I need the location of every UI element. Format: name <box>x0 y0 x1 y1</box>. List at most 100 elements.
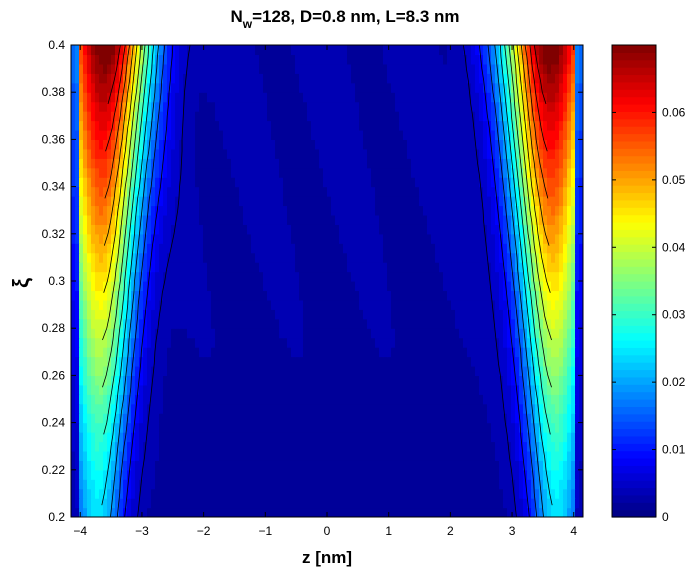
contour-cell <box>347 262 352 273</box>
contour-cell <box>531 394 536 405</box>
contour-cell <box>167 356 172 367</box>
contour-cell <box>155 375 160 386</box>
contour-cell <box>203 281 208 292</box>
contour-cell <box>315 262 320 273</box>
contour-cell <box>323 394 328 405</box>
contour-cell <box>267 507 272 517</box>
contour-cell <box>259 148 264 159</box>
contour-cell <box>251 281 256 292</box>
contour-cell <box>187 243 192 254</box>
contour-cell <box>347 281 352 292</box>
contour-cell <box>127 271 132 282</box>
contour-cell <box>379 384 384 395</box>
contour-cell <box>487 469 492 480</box>
contour-cell <box>387 488 392 499</box>
contour-cell <box>575 214 580 225</box>
contour-cell <box>247 422 252 433</box>
contour-cell <box>95 488 100 499</box>
contour-cell <box>471 384 476 395</box>
contour-cell <box>531 309 536 320</box>
contour-cell <box>207 394 212 405</box>
contour-cell <box>143 299 148 310</box>
contour-cell <box>507 224 512 235</box>
contour-cell <box>155 384 160 395</box>
contour-cell <box>579 507 583 517</box>
contour-cell <box>323 365 328 376</box>
contour-cell <box>151 441 156 452</box>
contour-cell <box>399 488 404 499</box>
contour-cell <box>227 252 232 263</box>
contour-cell <box>231 479 236 490</box>
contour-cell <box>439 233 444 244</box>
contour-cell <box>475 365 480 376</box>
contour-cell <box>323 177 328 188</box>
contour-cell <box>207 214 212 225</box>
contour-cell <box>71 139 76 150</box>
contour-cell <box>111 498 116 509</box>
contour-cell <box>471 347 476 358</box>
contour-cell <box>447 356 452 367</box>
contour-cell <box>399 233 404 244</box>
contour-cell <box>451 422 456 433</box>
contour-cell <box>115 507 120 517</box>
contour-cell <box>199 384 204 395</box>
contour-cell <box>195 318 200 329</box>
contour-cell <box>183 432 188 443</box>
contour-cell <box>511 460 516 471</box>
contour-cell <box>207 441 212 452</box>
contour-cell <box>451 375 456 386</box>
contour-cell <box>515 177 520 188</box>
contour-cell <box>307 460 312 471</box>
contour-cell <box>223 281 228 292</box>
contour-cell <box>295 498 300 509</box>
contour-cell <box>263 328 268 339</box>
contour-cell <box>147 309 152 320</box>
contour-cell <box>383 441 388 452</box>
contour-cell <box>159 262 164 273</box>
contour-cell <box>211 281 216 292</box>
contour-cell <box>139 318 144 329</box>
contour-cell <box>247 347 252 358</box>
contour-cell <box>487 441 492 452</box>
contour-cell <box>267 233 272 244</box>
contour-cell <box>499 252 504 263</box>
contour-cell <box>391 375 396 386</box>
contour-cell <box>159 271 164 282</box>
contour-cell <box>575 394 580 405</box>
contour-cell <box>399 498 404 509</box>
contour-cell <box>203 450 208 461</box>
contour-cell <box>323 488 328 499</box>
contour-cell <box>491 460 496 471</box>
contour-cell <box>531 498 536 509</box>
contour-cell <box>543 394 548 405</box>
contour-cell <box>407 460 412 471</box>
contour-cell <box>259 196 264 207</box>
contour-cell <box>455 148 460 159</box>
contour-cell <box>371 460 376 471</box>
contour-cell <box>551 205 556 216</box>
contour-cell <box>131 281 136 292</box>
contour-cell <box>483 196 488 207</box>
contour-cell <box>567 488 572 499</box>
contour-cell <box>223 299 228 310</box>
contour-cell <box>499 365 504 376</box>
contour-cell <box>579 469 583 480</box>
contour-cell <box>575 441 580 452</box>
contour-cell <box>551 252 556 263</box>
contour-cell <box>327 460 332 471</box>
contour-cell <box>243 158 248 169</box>
contour-cell <box>483 469 488 480</box>
contour-cell <box>191 233 196 244</box>
contour-cell <box>355 290 360 301</box>
contour-cell <box>367 356 372 367</box>
contour-cell <box>431 498 436 509</box>
contour-cell <box>555 177 560 188</box>
contour-cell <box>447 469 452 480</box>
contour-cell <box>451 356 456 367</box>
contour-cell <box>175 347 180 358</box>
contour-cell <box>387 337 392 348</box>
contour-cell <box>103 224 108 235</box>
contour-cell <box>547 365 552 376</box>
contour-cell <box>83 186 88 197</box>
contour-cell <box>543 337 548 348</box>
